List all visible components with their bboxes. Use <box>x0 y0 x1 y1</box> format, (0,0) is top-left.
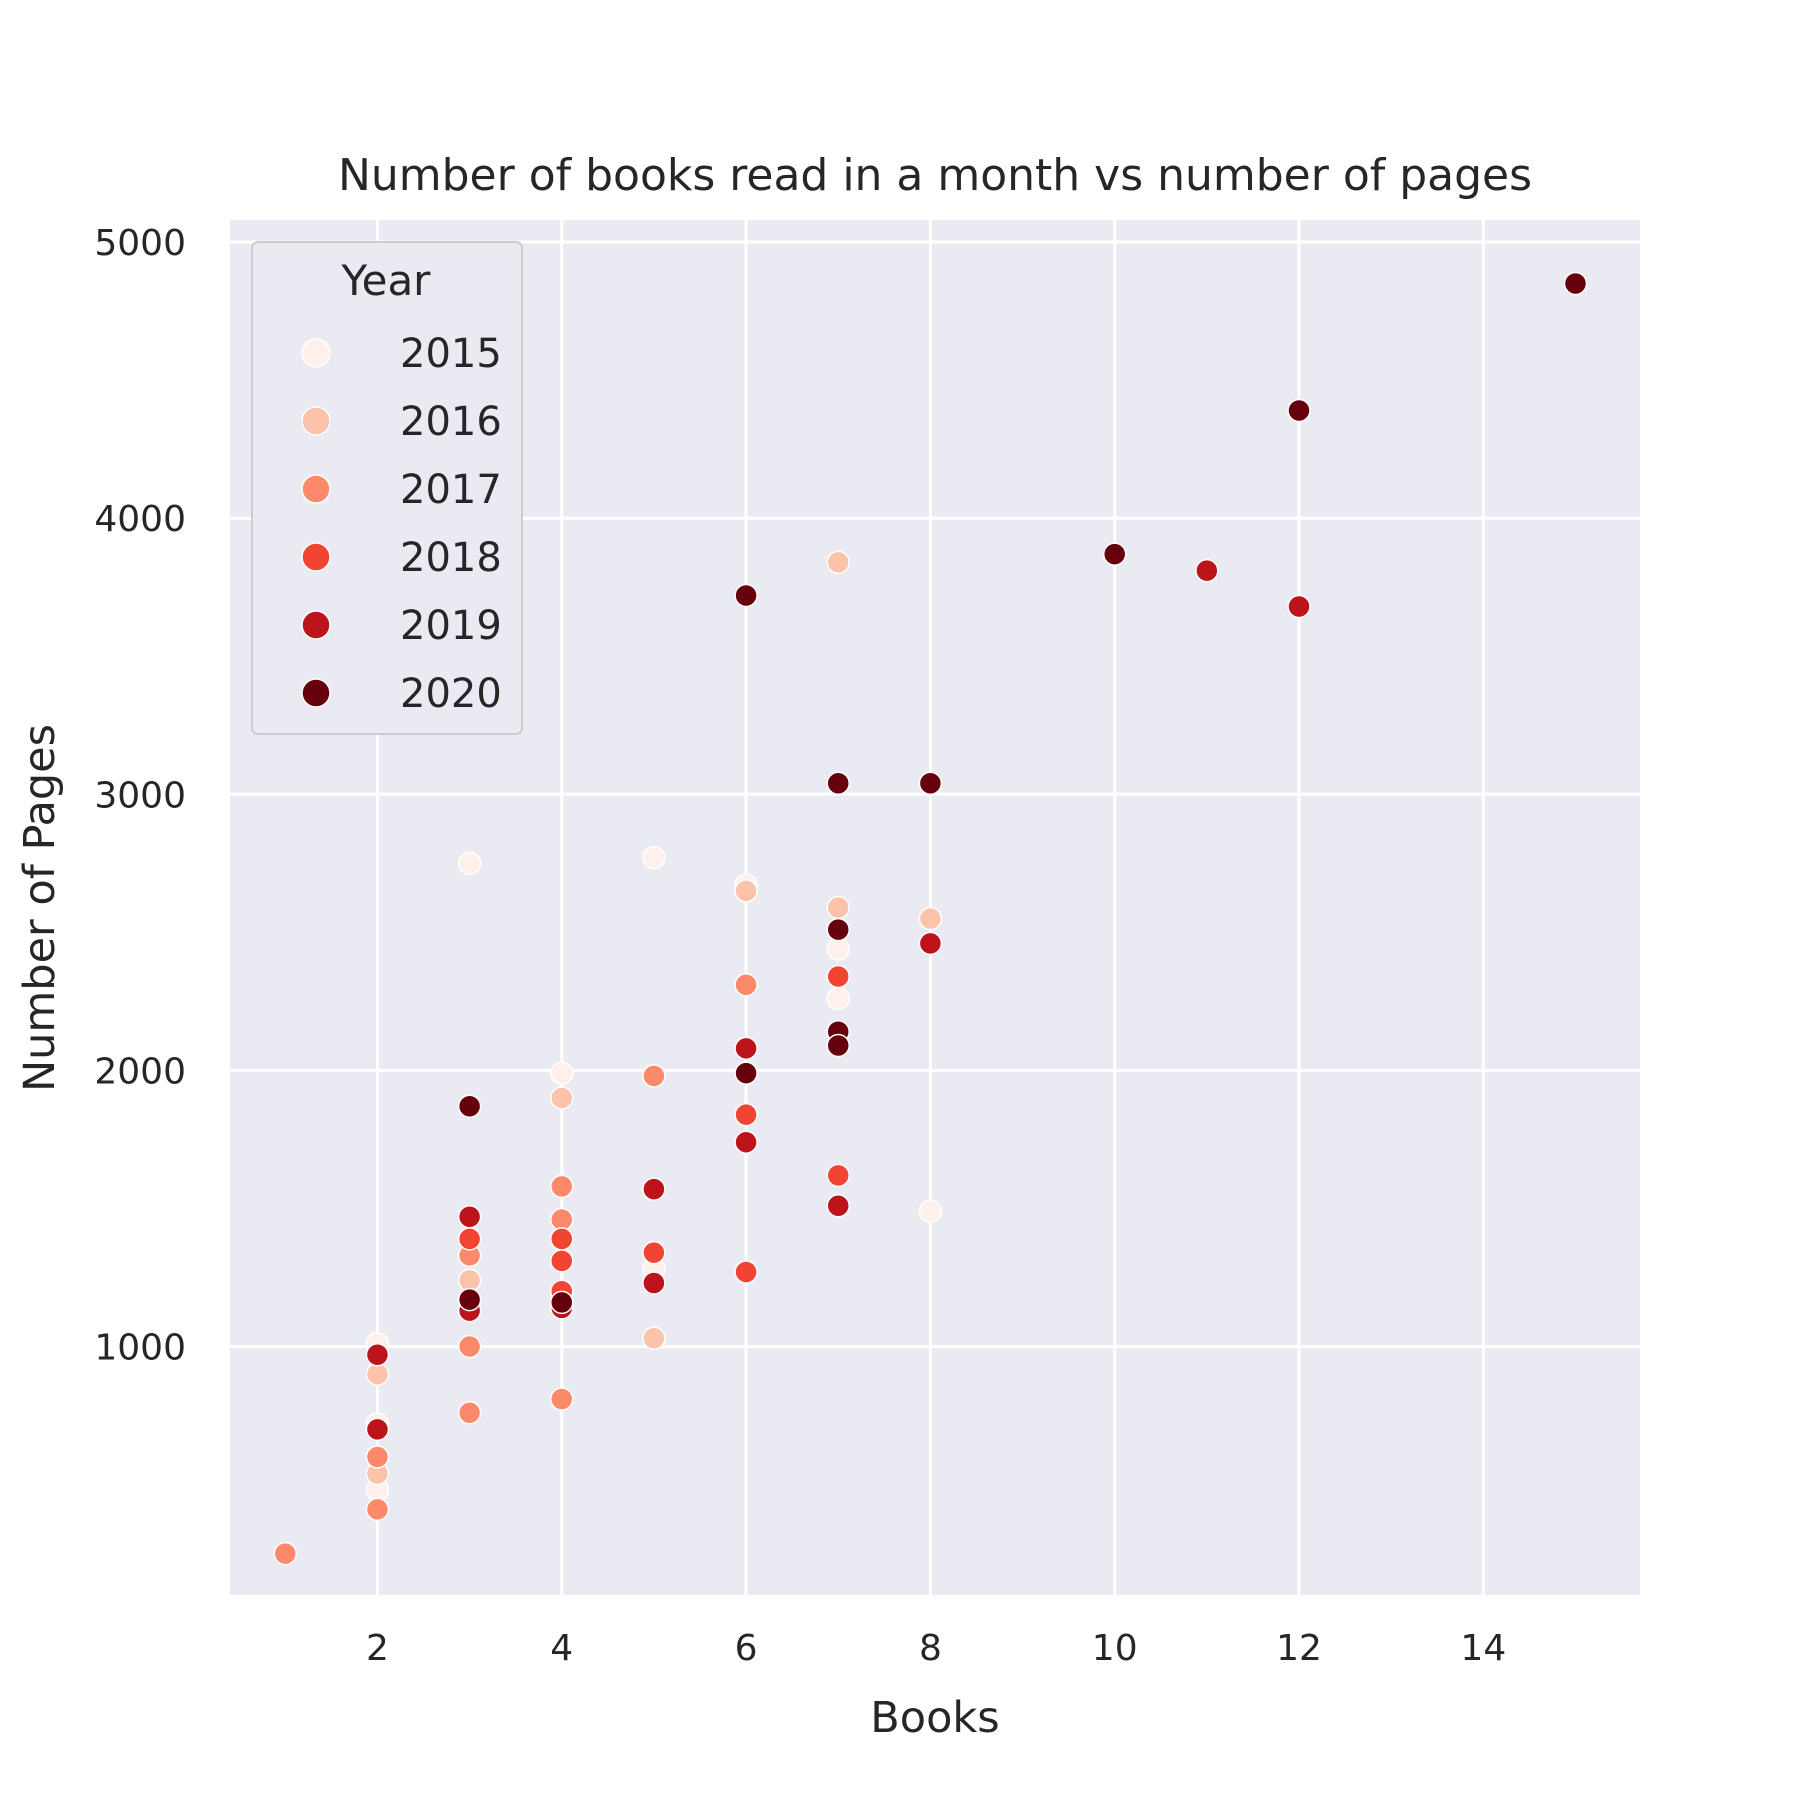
x-tick-label: 14 <box>1460 1628 1506 1669</box>
data-point-2019 <box>1195 558 1219 583</box>
data-point-2020 <box>734 1061 758 1085</box>
data-point-2019 <box>734 1130 758 1154</box>
data-point-2018 <box>826 964 850 989</box>
x-tick-label: 10 <box>1092 1628 1138 1669</box>
y-tick-label: 1000 <box>94 1328 186 1369</box>
x-tick-label: 8 <box>919 1628 942 1669</box>
y-axis-label: Number of Pages <box>15 724 65 1092</box>
data-point-2020 <box>826 917 850 942</box>
data-point-2019 <box>642 1177 666 1201</box>
data-point-2018 <box>457 1227 482 1251</box>
data-point-2019 <box>1287 594 1311 619</box>
x-axis-label: Books <box>870 1693 999 1743</box>
data-point-2020 <box>826 771 850 796</box>
legend-label-2016: 2016 <box>400 399 502 445</box>
y-tick-label: 5000 <box>94 223 186 264</box>
data-point-2016 <box>826 550 850 575</box>
data-point-2020 <box>1102 542 1127 566</box>
data-point-2020 <box>550 1290 574 1315</box>
legend: Year 2015 2016 2017 2018 2019 2020 <box>251 241 523 735</box>
data-point-2018 <box>550 1227 574 1251</box>
data-point-2017 <box>365 1497 390 1522</box>
grid <box>230 220 1640 1595</box>
y-tick-label: 2000 <box>94 1051 186 1092</box>
data-point-2020 <box>1563 271 1588 296</box>
x-tick-label: 12 <box>1276 1628 1322 1669</box>
data-point-2015 <box>457 851 482 876</box>
data-point-2017 <box>457 1401 482 1425</box>
data-point-2017 <box>273 1541 298 1566</box>
data-point-2017 <box>365 1445 390 1469</box>
data-point-2015 <box>642 846 666 870</box>
data-point-2016 <box>734 879 758 903</box>
data-point-2015 <box>826 986 850 1011</box>
data-point-2017 <box>734 973 758 997</box>
legend-title: Year <box>341 256 432 305</box>
data-point-2017 <box>642 1064 666 1088</box>
legend-marker-2019 <box>301 610 331 640</box>
data-point-2015 <box>550 1061 574 1085</box>
chart-title: Number of books read in a month vs numbe… <box>338 150 1532 201</box>
x-tick-label: 4 <box>550 1628 573 1669</box>
y-tick-label: 3000 <box>94 775 186 816</box>
data-point-2017 <box>550 1174 574 1199</box>
legend-label-2020: 2020 <box>400 671 502 717</box>
data-point-2019 <box>826 1193 850 1218</box>
data-point-2017 <box>550 1387 574 1411</box>
data-point-2019 <box>734 1036 758 1061</box>
data-point-2019 <box>918 931 943 956</box>
legend-marker-2017 <box>301 474 331 504</box>
data-point-2018 <box>642 1240 666 1265</box>
x-tick-label: 2 <box>366 1628 389 1669</box>
data-point-2020 <box>457 1094 482 1119</box>
data-point-2018 <box>734 1260 758 1284</box>
data-point-2019 <box>365 1417 390 1442</box>
tick-labels: 2 4 6 8 10 12 14 1000 2000 3000 4000 5000 <box>94 223 1506 1669</box>
legend-label-2019: 2019 <box>400 603 502 649</box>
data-point-2020 <box>918 771 943 796</box>
legend-label-2015: 2015 <box>400 331 502 377</box>
y-tick-label: 4000 <box>94 499 186 540</box>
data-point-2016 <box>642 1326 666 1350</box>
data-point-2019 <box>365 1343 390 1367</box>
legend-marker-2018 <box>301 542 331 572</box>
data-point-2018 <box>826 1163 850 1188</box>
data-point-2016 <box>826 895 850 920</box>
legend-label-2018: 2018 <box>400 535 502 581</box>
legend-items: 2015 2016 2017 2018 2019 2020 <box>301 331 502 717</box>
data-point-2018 <box>734 1102 758 1127</box>
data-point-2020 <box>457 1287 482 1312</box>
data-point-2020 <box>826 1033 850 1058</box>
data-point-2020 <box>1287 398 1311 423</box>
data-point-2018 <box>550 1249 574 1273</box>
legend-label-2017: 2017 <box>400 467 502 513</box>
data-point-2019 <box>457 1204 482 1229</box>
data-point-2015 <box>918 1199 943 1223</box>
data-point-2016 <box>918 906 943 931</box>
data-point-2020 <box>734 583 758 608</box>
legend-marker-2020 <box>301 678 331 708</box>
data-point-2017 <box>457 1334 482 1359</box>
legend-marker-2016 <box>301 406 331 436</box>
data-points <box>273 271 1588 1566</box>
legend-marker-2015 <box>301 338 331 368</box>
data-point-2016 <box>550 1086 574 1110</box>
x-tick-label: 6 <box>735 1628 758 1669</box>
data-point-2019 <box>642 1271 666 1295</box>
